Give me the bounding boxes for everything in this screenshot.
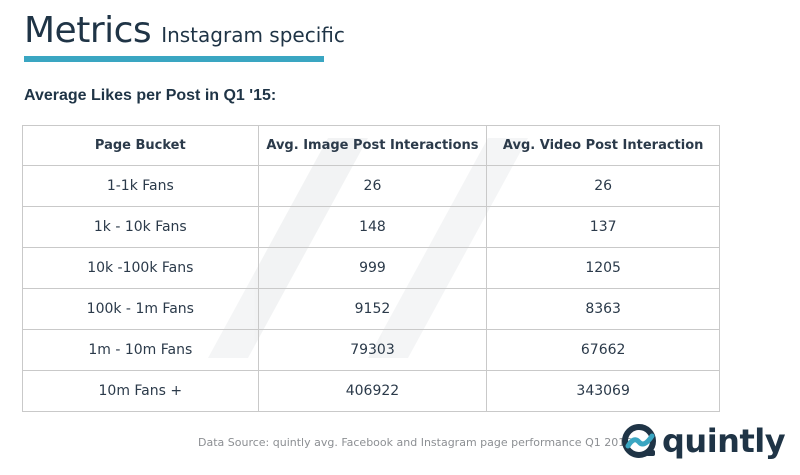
page-subtitle: Instagram specific — [161, 23, 345, 47]
quintly-logo-text: quintly — [662, 422, 786, 460]
table-row: 100k - 1m Fans 9152 8363 — [22, 288, 720, 330]
cell-image-interactions: 148 — [257, 206, 488, 248]
cell-page-bucket: 1m - 10m Fans — [22, 329, 259, 371]
table-row: 1k - 10k Fans 148 137 — [22, 206, 720, 248]
title-row: Metrics Instagram specific — [24, 10, 345, 51]
column-header-video-interactions: Avg. Video Post Interaction — [486, 125, 720, 166]
page-title: Metrics — [24, 10, 152, 51]
quintly-logo-icon — [622, 424, 656, 458]
cell-page-bucket: 100k - 1m Fans — [22, 288, 259, 330]
cell-video-interactions: 8363 — [486, 288, 720, 330]
slide-header: Metrics Instagram specific — [24, 10, 345, 62]
column-header-image-interactions: Avg. Image Post Interactions — [257, 125, 488, 166]
cell-page-bucket: 1-1k Fans — [22, 165, 259, 207]
table-row: 1-1k Fans 26 26 — [22, 165, 720, 207]
quintly-logo: quintly — [622, 422, 786, 460]
table-row: 10m Fans + 406922 343069 — [22, 370, 720, 412]
cell-page-bucket: 10m Fans + — [22, 370, 259, 412]
cell-image-interactions: 79303 — [257, 329, 488, 371]
table-row: 10k -100k Fans 999 1205 — [22, 247, 720, 289]
cell-video-interactions: 26 — [486, 165, 720, 207]
cell-video-interactions: 1205 — [486, 247, 720, 289]
metrics-table: Page Bucket Avg. Image Post Interactions… — [22, 125, 720, 412]
cell-page-bucket: 1k - 10k Fans — [22, 206, 259, 248]
cell-video-interactions: 343069 — [486, 370, 720, 412]
data-source-note: Data Source: quintly avg. Facebook and I… — [198, 436, 633, 449]
cell-image-interactions: 999 — [257, 247, 488, 289]
cell-image-interactions: 26 — [257, 165, 488, 207]
cell-image-interactions: 406922 — [257, 370, 488, 412]
cell-page-bucket: 10k -100k Fans — [22, 247, 259, 289]
cell-video-interactions: 67662 — [486, 329, 720, 371]
title-underline — [24, 56, 324, 62]
table-row: 1m - 10m Fans 79303 67662 — [22, 329, 720, 371]
column-header-page-bucket: Page Bucket — [22, 125, 259, 166]
table-header-row: Page Bucket Avg. Image Post Interactions… — [22, 125, 720, 166]
cell-video-interactions: 137 — [486, 206, 720, 248]
cell-image-interactions: 9152 — [257, 288, 488, 330]
section-heading: Average Likes per Post in Q1 '15: — [24, 87, 277, 104]
